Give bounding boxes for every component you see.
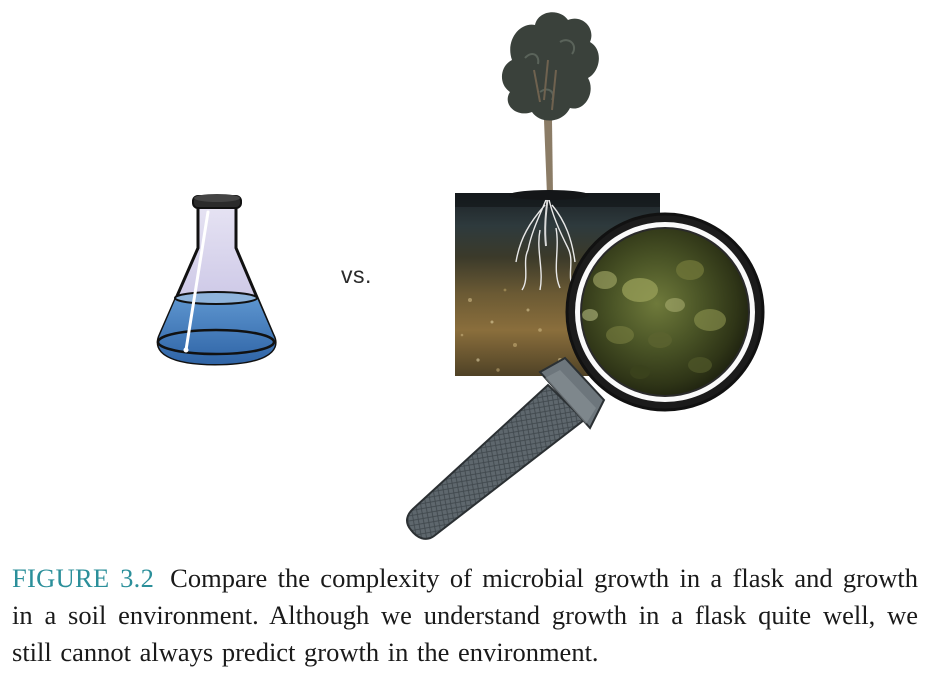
tree-icon	[501, 12, 599, 195]
figure-caption: FIGURE 3.2 Compare the complexity of micr…	[12, 560, 918, 671]
caption-text: Compare the complexity of microbial grow…	[12, 563, 918, 667]
magnifying-glass-icon	[406, 212, 765, 540]
erlenmeyer-flask-icon	[156, 194, 277, 366]
vs-label: vs.	[341, 262, 372, 288]
figure-number: FIGURE 3.2	[12, 563, 155, 593]
figure-illustration	[156, 12, 765, 540]
